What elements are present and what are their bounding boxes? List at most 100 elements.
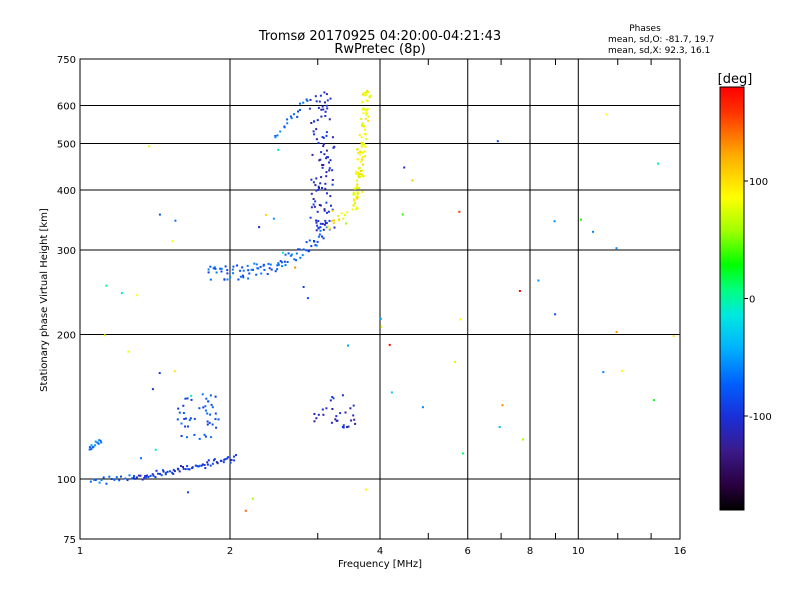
data-point (137, 474, 140, 477)
data-point (333, 219, 335, 222)
data-point (361, 100, 364, 103)
data-point (357, 176, 360, 179)
data-point (284, 264, 287, 267)
data-point (289, 254, 292, 257)
data-point (207, 400, 210, 403)
data-point (326, 211, 328, 214)
data-point (232, 265, 235, 268)
data-point (298, 248, 301, 251)
data-point (236, 264, 238, 267)
data-point (357, 171, 360, 174)
colorbar-tick-label-100: 100 (749, 177, 768, 188)
data-point (346, 211, 349, 214)
data-point (355, 206, 358, 209)
data-point (296, 115, 299, 118)
data-point (241, 274, 244, 277)
data-point (257, 267, 260, 270)
data-point (154, 476, 157, 479)
data-point (331, 408, 334, 410)
data-point (132, 476, 135, 479)
data-point (162, 469, 164, 472)
data-point (174, 219, 177, 222)
data-point (128, 474, 131, 477)
data-point (357, 174, 360, 177)
data-point (201, 393, 204, 396)
data-point (522, 438, 524, 441)
data-point (360, 141, 363, 144)
data-point (186, 397, 189, 400)
data-point (295, 252, 298, 255)
data-point (353, 198, 356, 201)
data-point (279, 130, 282, 133)
data-point (364, 155, 366, 158)
data-point (276, 264, 279, 267)
data-point (187, 491, 189, 494)
data-point (366, 108, 369, 110)
data-point (171, 240, 174, 243)
data-point (310, 245, 313, 248)
data-point (319, 204, 322, 207)
data-point (316, 119, 319, 122)
y-tick-label-200: 200 (57, 331, 76, 342)
data-point (189, 417, 192, 420)
data-point (319, 229, 322, 232)
data-point (315, 177, 318, 180)
data-point (315, 138, 318, 141)
data-point (421, 406, 424, 409)
data-point (363, 150, 366, 153)
data-point (312, 181, 315, 184)
data-point (356, 179, 359, 182)
data-point (286, 118, 289, 121)
data-point (325, 131, 328, 134)
data-point (312, 130, 315, 133)
data-point (276, 134, 279, 137)
data-point (356, 207, 359, 210)
data-point (215, 461, 218, 464)
y-tick-label-600: 600 (57, 102, 76, 113)
data-point (317, 188, 320, 191)
data-point (110, 478, 113, 480)
data-point (312, 198, 315, 200)
chart-title: Tromsø 20170925 04:20:00-04:21:43 (258, 29, 501, 44)
data-point (317, 141, 320, 144)
data-point (226, 457, 229, 460)
data-point (299, 102, 301, 105)
data-point (313, 205, 316, 208)
data-point (293, 113, 295, 116)
data-point (139, 474, 142, 477)
data-point (148, 145, 151, 148)
data-point (158, 372, 161, 375)
data-point (458, 210, 461, 213)
data-point (339, 412, 342, 415)
data-point (345, 222, 348, 225)
y-tick-label-300: 300 (57, 246, 76, 257)
data-point (220, 459, 223, 462)
data-point (315, 128, 318, 131)
data-point (367, 115, 370, 118)
data-point (353, 418, 356, 421)
data-point (343, 213, 346, 216)
data-point (319, 94, 322, 97)
data-point (342, 217, 345, 220)
data-point (297, 110, 299, 113)
data-point (361, 93, 364, 96)
x-axis-label: Frequency [MHz] (338, 559, 422, 570)
data-point (331, 209, 334, 212)
data-point (364, 133, 367, 136)
data-point (313, 420, 316, 423)
data-point (226, 278, 229, 281)
data-point (184, 397, 187, 400)
data-point (239, 275, 242, 278)
data-point (319, 226, 322, 229)
data-point (206, 463, 209, 466)
data-point (219, 267, 222, 270)
data-point (329, 195, 332, 198)
data-point (322, 413, 325, 416)
data-point (354, 202, 356, 205)
data-point (364, 91, 367, 94)
data-point (315, 189, 318, 192)
data-point (226, 269, 229, 272)
data-point (328, 227, 331, 230)
data-point (309, 216, 312, 219)
data-point (310, 206, 313, 209)
